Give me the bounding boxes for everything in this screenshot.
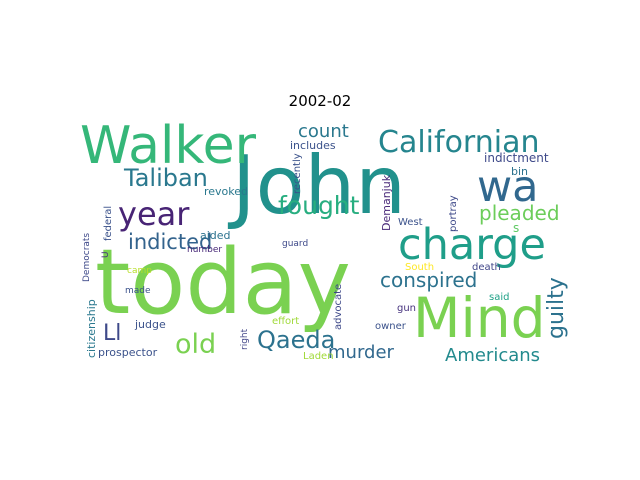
cloud-word-californian: Californian xyxy=(378,125,539,160)
cloud-word-said: said xyxy=(489,292,509,303)
figure-title: 2002-02 xyxy=(288,92,352,110)
cloud-word-demanjuk: Demanjuk xyxy=(380,174,393,231)
cloud-word-old: old xyxy=(175,329,216,360)
cloud-word-mind: Mind xyxy=(413,286,546,350)
cloud-word-death: death xyxy=(472,262,501,273)
cloud-word-prospector: prospector xyxy=(98,346,158,359)
cloud-word-democrats: Democrats xyxy=(82,233,92,282)
cloud-word-taliban: Taliban xyxy=(123,164,208,192)
cloud-word-right: right xyxy=(240,328,250,350)
cloud-word-south: South xyxy=(405,262,434,273)
cloud-word-advocate: advocate xyxy=(333,284,344,330)
cloud-word-john: John xyxy=(227,139,406,232)
cloud-word-portray: portray xyxy=(448,195,459,232)
cloud-word-qaeda: Qaeda xyxy=(257,326,335,354)
cloud-word-judge: judge xyxy=(134,318,166,331)
cloud-word-federal: federal xyxy=(103,206,114,241)
cloud-word-charge: charge xyxy=(398,220,546,270)
cloud-word-recently: recently xyxy=(292,153,303,194)
cloud-word-laden: Laden xyxy=(303,351,334,362)
cloud-word-pleaded: pleaded xyxy=(479,201,560,225)
cloud-word-bin: bin xyxy=(511,165,528,178)
cloud-word-walker: Walker xyxy=(80,116,257,176)
cloud-word-number: number xyxy=(187,245,222,255)
cloud-word-wa: wa xyxy=(477,162,539,212)
cloud-word-conspired: conspired xyxy=(380,268,477,292)
cloud-word-owner: owner xyxy=(375,321,407,332)
cloud-word-murder: murder xyxy=(328,342,395,363)
cloud-word-indictment: indictment xyxy=(484,151,549,165)
cloud-word-includes: includes xyxy=(290,139,336,152)
cloud-word-indicted: indicted xyxy=(128,230,212,254)
cloud-word-count: count xyxy=(298,121,349,142)
cloud-word-camp: camp xyxy=(127,266,152,276)
cloud-word-made: made xyxy=(125,286,151,296)
cloud-word-guard: guard xyxy=(282,239,308,249)
cloud-word-guilty: guilty xyxy=(544,277,569,339)
cloud-word-gun: gun xyxy=(397,303,416,314)
cloud-word-effort: effort xyxy=(272,316,299,327)
cloud-word-ll: Ll xyxy=(103,321,121,346)
cloud-word-aided: aided xyxy=(200,229,231,242)
cloud-word-fought: fought xyxy=(278,191,360,220)
cloud-word-year: year xyxy=(118,195,190,233)
cloud-word-u: U xyxy=(101,251,111,258)
cloud-word-s: s xyxy=(513,221,519,235)
cloud-word-citizenship: citizenship xyxy=(85,299,98,358)
cloud-word-west: West xyxy=(398,217,423,228)
cloud-word-americans: Americans xyxy=(445,345,540,366)
cloud-word-revoked: revoked xyxy=(204,185,248,198)
cloud-word-today: today xyxy=(95,230,351,335)
